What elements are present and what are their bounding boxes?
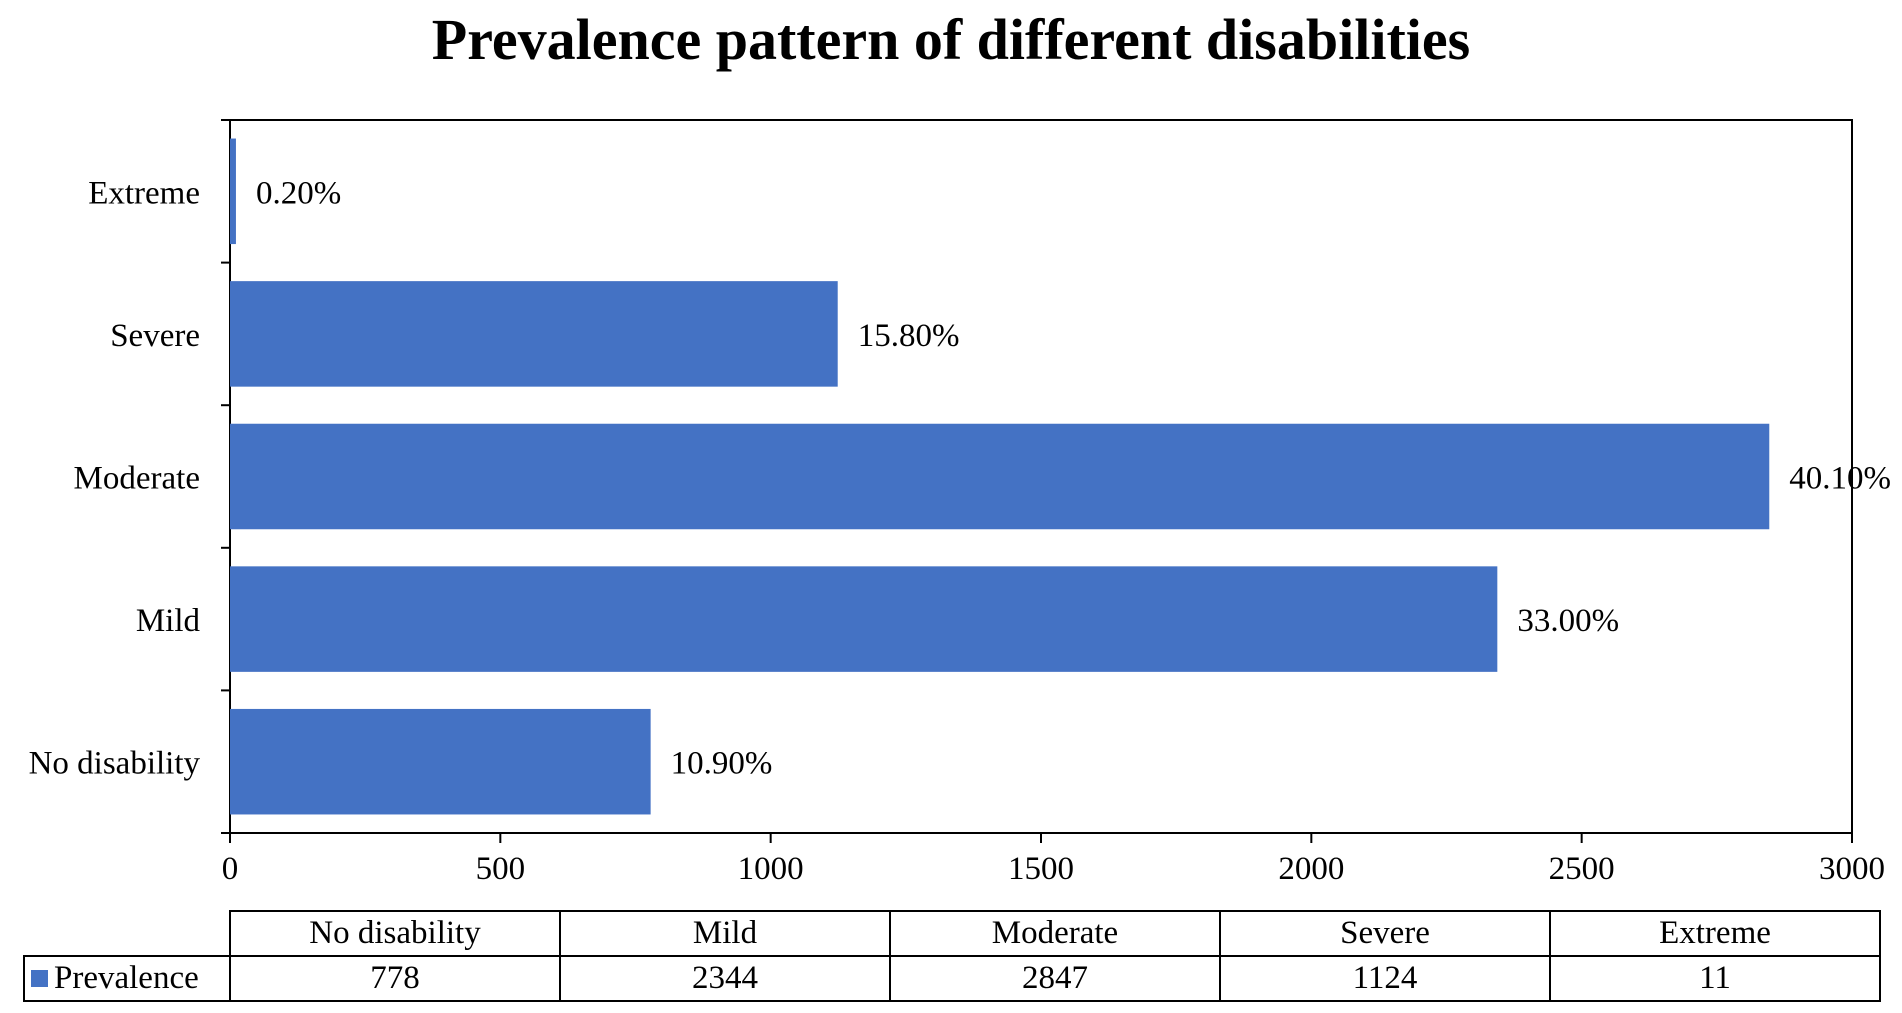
category-label: Mild xyxy=(136,603,201,639)
legend-label: Prevalence xyxy=(54,960,199,996)
category-label: Extreme xyxy=(88,175,200,211)
data-table-cell: 1124 xyxy=(1219,955,1551,1002)
data-table-cell: 11 xyxy=(1549,955,1881,1002)
bar xyxy=(230,566,1498,672)
category-label: Severe xyxy=(110,318,200,354)
x-tick-label: 1500 xyxy=(1008,851,1074,887)
data-table-header: Severe xyxy=(1219,910,1551,957)
data-label: 33.00% xyxy=(1517,603,1619,639)
x-tick-label: 2000 xyxy=(1278,851,1344,887)
data-table-corner xyxy=(24,911,231,957)
data-label: 40.10% xyxy=(1789,461,1891,497)
data-table-cell: 2344 xyxy=(559,955,891,1002)
x-tick-label: 3000 xyxy=(1819,851,1885,887)
data-table-header: Extreme xyxy=(1549,910,1881,957)
bar xyxy=(230,423,1770,530)
x-tick-label: 1000 xyxy=(738,851,804,887)
data-table-header: Mild xyxy=(559,910,891,957)
x-tick-label: 0 xyxy=(222,851,239,887)
data-label: 10.90% xyxy=(671,746,773,782)
data-table-cell: 2847 xyxy=(889,955,1221,1002)
category-label: No disability xyxy=(29,746,201,782)
legend-entry: Prevalence xyxy=(23,955,231,1002)
x-tick-label: 2500 xyxy=(1549,851,1615,887)
bar xyxy=(230,138,236,245)
x-tick-label: 500 xyxy=(476,851,526,887)
data-label: 0.20% xyxy=(256,175,341,211)
chart-title: Prevalence pattern of different disabili… xyxy=(431,7,1471,72)
data-table-header-row: No disability Mild Moderate Severe Extre… xyxy=(24,910,1881,957)
data-table-header: Moderate xyxy=(889,910,1221,957)
data-table-header: No disability xyxy=(229,910,561,957)
data-label: 15.80% xyxy=(858,318,960,354)
category-label: Moderate xyxy=(74,461,200,497)
bar xyxy=(230,281,838,387)
data-table: No disability Mild Moderate Severe Extre… xyxy=(23,910,1881,1002)
data-table-cell: 778 xyxy=(229,955,561,1002)
bar-chart: 10.90% No disability 33.00% Mild 40.10% Moder… xyxy=(29,119,1891,887)
data-table-row: Prevalence 778 2344 2847 1124 11 xyxy=(23,955,1881,1002)
bar xyxy=(230,708,651,815)
legend-key-icon xyxy=(31,969,48,987)
